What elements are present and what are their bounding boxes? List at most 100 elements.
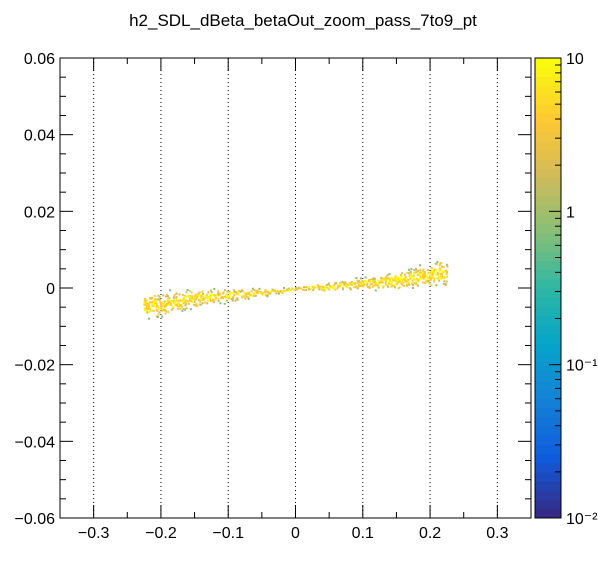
heat-cell-402	[275, 292, 278, 295]
heat-cell-832	[445, 273, 448, 276]
heat-cell-753	[427, 268, 430, 271]
heat-cell-230	[201, 302, 204, 305]
heat-cell-441	[313, 286, 316, 289]
heat-cell-195	[190, 301, 193, 304]
heat-cell-140	[173, 293, 176, 296]
heat-cell-245	[206, 302, 209, 305]
heat-cell-645	[398, 278, 401, 281]
colorbar-band-1	[535, 499, 561, 510]
heat-cell-485	[339, 281, 342, 284]
y-tick-label-1: −0.04	[15, 434, 56, 451]
heat-cell-522	[355, 286, 358, 289]
colorbar-frame	[534, 57, 562, 519]
colorbar-band-8	[535, 435, 561, 445]
heat-cell-36	[151, 300, 154, 303]
heat-cell-292	[221, 292, 224, 295]
heat-cell-32	[148, 317, 151, 320]
heat-cell-257	[209, 298, 212, 301]
heat-cell-278	[217, 290, 220, 293]
heat-cell-318	[232, 297, 235, 300]
heat-cell-136	[175, 299, 178, 302]
heat-cell-77	[160, 302, 163, 305]
heat-cell-727	[421, 275, 424, 278]
heat-cell-452	[320, 286, 323, 289]
heat-cell-127	[172, 307, 175, 310]
heat-cell-756	[427, 280, 430, 283]
x-tick-label-6: 0.3	[486, 525, 508, 542]
heat-cell-208	[193, 299, 196, 302]
colorbar-tick-label-1: 1	[566, 204, 575, 221]
heat-cell-344	[243, 292, 246, 295]
x-tick-label-0: −0.3	[78, 525, 110, 542]
heat-cell-107	[166, 295, 169, 298]
heat-cell-779	[433, 271, 436, 274]
heat-cell-451	[321, 288, 324, 291]
heat-cell-215	[195, 303, 198, 306]
colorbar-band-11	[535, 407, 561, 418]
heat-cell-231	[199, 298, 202, 301]
heat-cell-429	[303, 286, 306, 289]
heat-cell-723	[419, 264, 422, 267]
heat-cell-803	[438, 269, 441, 272]
heat-cell-839	[444, 275, 447, 278]
heat-cell-491	[342, 282, 345, 285]
heat-cell-777	[433, 270, 436, 273]
heat-cell-178	[185, 307, 188, 310]
heat-cell-764	[429, 279, 432, 282]
heat-cell-785	[433, 277, 436, 280]
heat-cell-755	[426, 280, 429, 283]
heat-cell-623	[392, 279, 395, 282]
heat-cell-661	[402, 284, 405, 287]
heat-cell-674	[407, 279, 410, 282]
heat-cell-372	[256, 289, 259, 292]
heat-cell-642	[398, 286, 401, 289]
heat-cell-255	[209, 296, 212, 299]
heat-cell-171	[184, 299, 187, 302]
heat-cell-632	[395, 279, 398, 282]
heat-cell-539	[362, 285, 365, 288]
heat-cell-8	[144, 298, 147, 301]
heat-cell-156	[179, 307, 182, 310]
heat-cell-749	[426, 277, 429, 280]
heat-cell-390	[269, 290, 272, 293]
heat-cell-599	[385, 275, 388, 278]
heat-cell-44	[154, 305, 157, 308]
heat-cell-362	[253, 288, 256, 291]
heat-cell-234	[203, 301, 206, 304]
y-tick-label-3: 0	[46, 281, 55, 298]
heat-cell-316	[230, 292, 233, 295]
heat-cell-547	[367, 286, 370, 289]
heat-cell-352	[247, 297, 250, 300]
heat-cell-401	[276, 290, 279, 293]
heat-cell-200	[190, 298, 193, 301]
heat-cell-399	[273, 289, 276, 292]
heat-cell-688	[409, 275, 412, 278]
heat-cell-472	[333, 286, 336, 289]
heat-cell-681	[407, 268, 410, 271]
heat-cell-389	[266, 290, 269, 293]
heat-cell-513	[354, 281, 357, 284]
heat-cell-686	[410, 268, 413, 271]
heat-cell-133	[175, 296, 178, 299]
heat-cell-207	[193, 300, 196, 303]
heat-cell-617	[391, 284, 394, 287]
heat-cell-434	[307, 286, 310, 289]
heat-cell-172	[184, 301, 187, 304]
heat-cell-252	[206, 297, 209, 300]
heat-cell-622	[391, 278, 394, 281]
heat-cell-161	[181, 309, 184, 312]
heat-cell-303	[226, 290, 229, 293]
heat-cell-579	[377, 282, 380, 285]
heat-cell-787	[435, 269, 438, 272]
heat-cell-778	[432, 280, 435, 283]
heat-cell-43	[151, 296, 154, 299]
heat-cell-239	[201, 292, 204, 295]
heat-cell-23	[149, 301, 152, 304]
heat-cell-602	[385, 277, 388, 280]
heat-cell-270	[215, 293, 218, 296]
colorbar-band-17	[535, 352, 561, 363]
heat-cell-408	[280, 290, 283, 293]
heat-cell-135	[174, 303, 177, 306]
heat-cell-612	[388, 282, 391, 285]
heat-cell-473	[332, 287, 335, 290]
